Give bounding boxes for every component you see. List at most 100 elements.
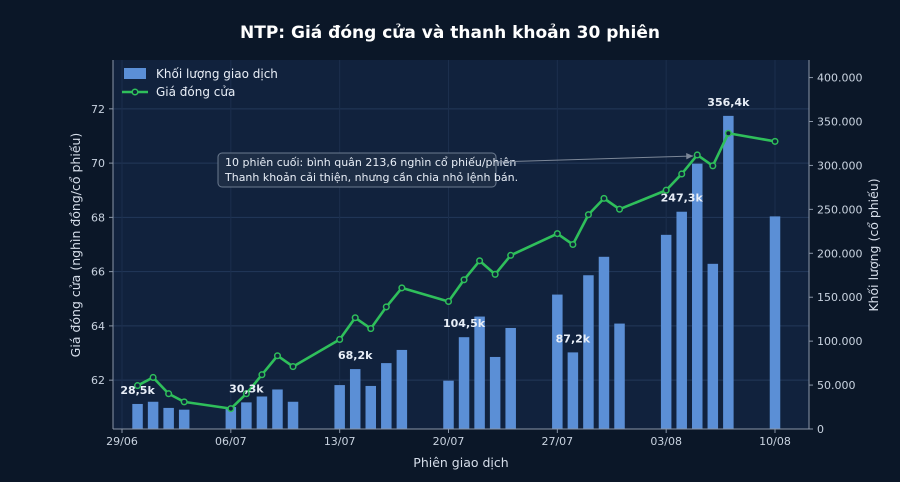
y-right-tick-label: 250.000 bbox=[817, 203, 863, 216]
x-tick-label: 10/08 bbox=[759, 435, 791, 448]
price-point bbox=[476, 257, 484, 265]
chart-title: NTP: Giá đóng cửa và thanh khoản 30 phiê… bbox=[240, 23, 660, 43]
volume-bar bbox=[381, 363, 392, 429]
volume-bar bbox=[769, 216, 781, 429]
volume-bar bbox=[489, 356, 501, 429]
price-point bbox=[242, 390, 250, 398]
legend-label-volume: Khối lượng giao dịch bbox=[156, 67, 278, 81]
y-right-tick-label: 400.000 bbox=[817, 72, 863, 85]
x-tick-label: 13/07 bbox=[324, 435, 356, 448]
x-tick-label: 27/07 bbox=[541, 435, 573, 448]
volume-bar bbox=[334, 385, 345, 429]
annotation-line-2: Thanh khoản cải thiện, nhưng cần chia nh… bbox=[224, 171, 518, 184]
x-tick-label: 06/07 bbox=[215, 435, 247, 448]
y-left-tick-label: 70 bbox=[91, 157, 105, 170]
y-left-tick-label: 66 bbox=[91, 266, 105, 279]
volume-bar bbox=[474, 316, 485, 429]
price-point bbox=[227, 405, 235, 413]
price-point bbox=[382, 303, 390, 311]
x-axis-label: Phiên giao dịch bbox=[413, 455, 508, 470]
legend-swatch-volume bbox=[124, 68, 146, 79]
price-point bbox=[662, 186, 670, 194]
price-point bbox=[507, 251, 515, 259]
price-point bbox=[569, 240, 577, 249]
volume-bar bbox=[583, 275, 594, 429]
volume-bar bbox=[147, 401, 159, 429]
price-point bbox=[693, 151, 701, 159]
y-right-tick-label: 350.000 bbox=[817, 116, 863, 129]
volume-bar bbox=[505, 327, 516, 429]
bar-value-label: 356,4k bbox=[707, 96, 750, 109]
legend: Khối lượng giao dịch Giá đóng cửa bbox=[122, 67, 278, 99]
volume-bar bbox=[349, 369, 361, 429]
volume-bar bbox=[443, 380, 454, 429]
annotation-arrowhead bbox=[686, 152, 694, 160]
y-right-tick-label: 0 bbox=[817, 423, 824, 436]
y-axis-right-label: Khối lượng (cổ phiếu) bbox=[866, 178, 881, 311]
price-point bbox=[584, 211, 592, 219]
y-right-tick-label: 100.000 bbox=[817, 335, 863, 348]
volume-bar bbox=[132, 403, 143, 429]
y-left-tick-label: 62 bbox=[91, 374, 105, 387]
price-point bbox=[165, 390, 173, 398]
y-right-tick-label: 150.000 bbox=[817, 291, 863, 304]
x-tick-label: 29/06 bbox=[106, 435, 138, 448]
price-line bbox=[136, 131, 776, 410]
volume-bar bbox=[660, 234, 672, 429]
y-right-tick-label: 300.000 bbox=[817, 159, 863, 172]
price-point bbox=[149, 373, 157, 381]
price-point bbox=[273, 352, 282, 360]
volume-bar bbox=[458, 337, 470, 429]
price-point bbox=[724, 129, 732, 137]
volume-bar bbox=[552, 294, 563, 429]
y-left-tick-label: 68 bbox=[91, 211, 105, 224]
bar-value-label: 28,5k bbox=[120, 384, 155, 397]
bar-value-label: 104,5k bbox=[443, 317, 486, 330]
y-left-tick-label: 64 bbox=[91, 320, 105, 333]
price-point bbox=[600, 194, 608, 202]
price-point bbox=[444, 297, 453, 306]
price-point bbox=[460, 276, 468, 284]
price-point bbox=[615, 205, 624, 213]
price-point bbox=[258, 371, 266, 379]
volume-bar bbox=[163, 407, 174, 429]
volume-bar bbox=[225, 407, 237, 429]
annotation-box bbox=[217, 152, 497, 188]
volume-bar bbox=[598, 256, 610, 429]
y-right-tick-label: 200.000 bbox=[817, 247, 863, 260]
price-point bbox=[709, 162, 717, 170]
y-right-tick-label: 50.000 bbox=[817, 379, 856, 392]
volume-bar bbox=[178, 409, 190, 429]
annotation-line-1: 10 phiên cuối: bình quân 213,6 nghìn cổ … bbox=[225, 156, 516, 169]
bar-value-label: 87,2k bbox=[556, 332, 591, 345]
volume-bar bbox=[723, 115, 734, 430]
volume-bar bbox=[676, 211, 687, 429]
price-point bbox=[367, 325, 375, 333]
volume-bar bbox=[365, 385, 377, 429]
price-point bbox=[398, 284, 406, 292]
annotation: 10 phiên cuối: bình quân 213,6 nghìn cổ … bbox=[217, 152, 694, 188]
volume-bar bbox=[396, 349, 408, 429]
annotation-arrow bbox=[495, 155, 694, 163]
price-point bbox=[351, 314, 359, 322]
price-point bbox=[771, 137, 779, 145]
y-axis-left-label: Giá đóng cửa (nghìn đồng/cổ phiếu) bbox=[68, 133, 83, 358]
price-point bbox=[289, 363, 297, 371]
volume-bar bbox=[567, 352, 579, 429]
legend-label-price: Giá đóng cửa bbox=[156, 85, 235, 99]
bar-value-label: 30,3k bbox=[229, 382, 264, 395]
y-left-tick-label: 72 bbox=[91, 103, 105, 116]
bar-value-label: 68,2k bbox=[338, 349, 373, 362]
price-point bbox=[491, 270, 499, 278]
volume-bar bbox=[287, 401, 299, 429]
volume-bar bbox=[707, 263, 719, 429]
price-point bbox=[678, 170, 686, 178]
bar-value-label: 247,3k bbox=[661, 192, 704, 205]
volume-bar bbox=[241, 402, 252, 429]
x-tick-label: 03/08 bbox=[650, 435, 682, 448]
volume-bar bbox=[692, 163, 703, 429]
volume-bar bbox=[256, 396, 268, 429]
volume-bar bbox=[272, 389, 283, 429]
legend-swatch-price-marker bbox=[131, 88, 139, 96]
